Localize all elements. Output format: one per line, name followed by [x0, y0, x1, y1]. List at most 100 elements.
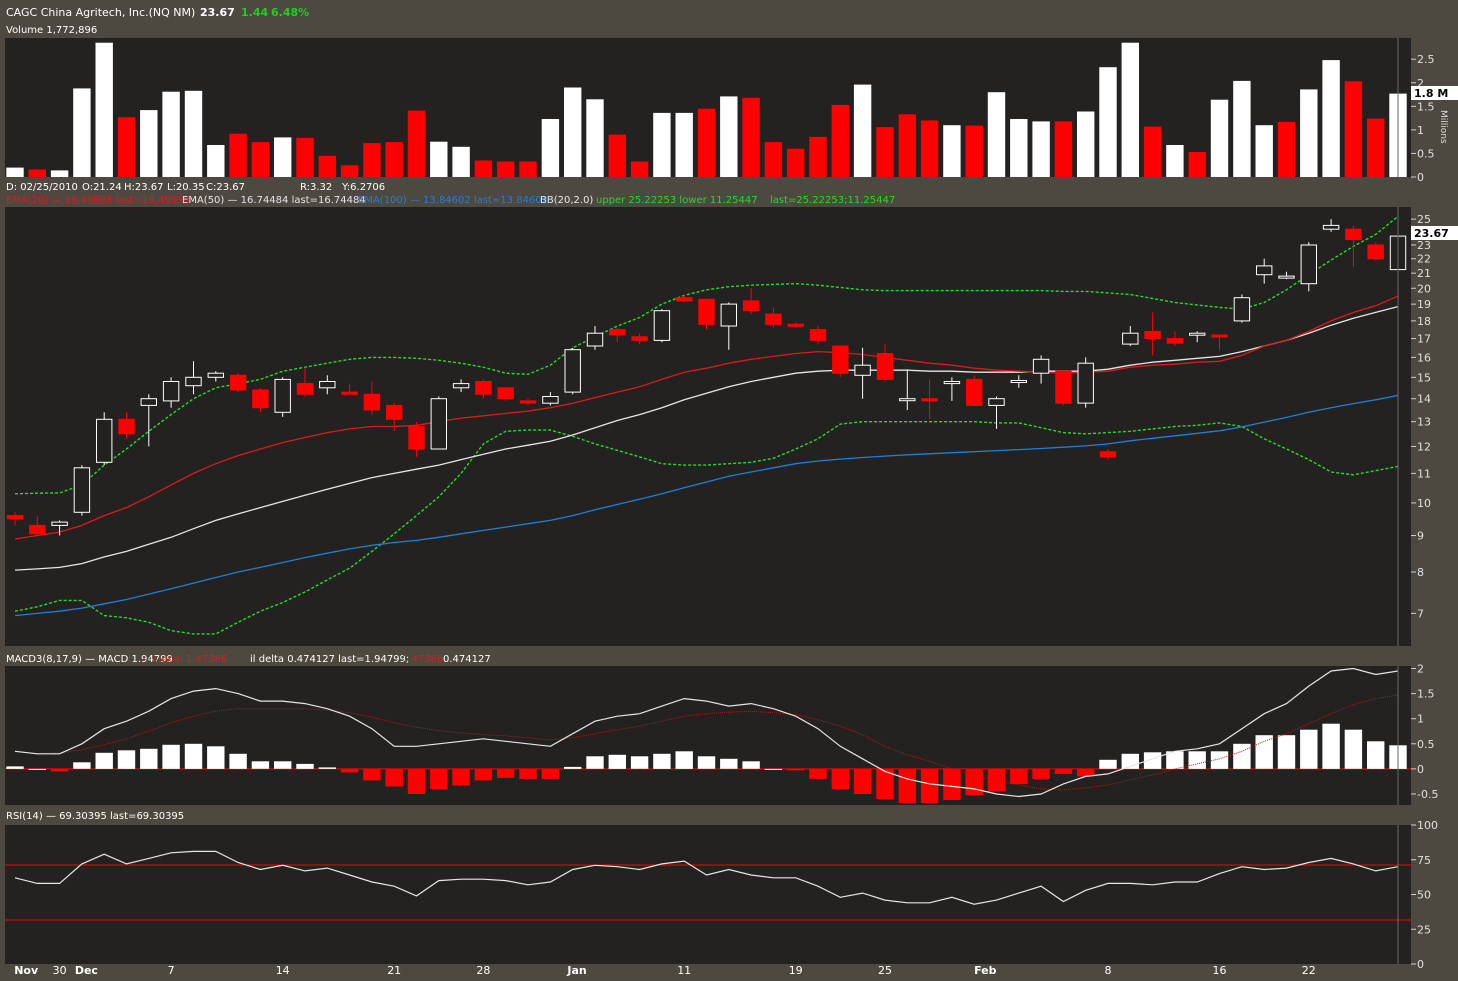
- macd-hist-bar: [943, 768, 961, 800]
- volume-bar: [363, 143, 381, 177]
- ohlc-close: C:23.67: [206, 182, 245, 193]
- volume-bar: [1277, 121, 1296, 177]
- volume-bar: [95, 42, 113, 178]
- volume-bar: [296, 137, 314, 177]
- macd-label: MACD3(8,17,9) — MACD 1.94799: [6, 654, 173, 665]
- candle-body: [185, 376, 202, 387]
- candle-body: [921, 398, 938, 402]
- volume-bar: [140, 110, 158, 177]
- volume-bar: [853, 84, 872, 177]
- volume-bar: [50, 170, 69, 177]
- price-tick-label: 21: [1417, 267, 1431, 280]
- macd-hist-bar: [1099, 759, 1117, 769]
- macd-signal-line: [14, 694, 1399, 791]
- candle-body: [1189, 332, 1206, 336]
- volume-bar: [274, 137, 292, 177]
- candle-body: [1032, 358, 1050, 374]
- volume-bar: [965, 125, 983, 177]
- legend-bb-last: last=25.22253;11.25447: [770, 195, 895, 206]
- volume-bar: [1032, 121, 1050, 177]
- candle-body: [430, 398, 448, 450]
- candle-body: [73, 467, 91, 513]
- volume-unit: Millions: [1438, 110, 1448, 144]
- volume-tick-label: 1.5: [1417, 100, 1435, 113]
- ema20-line: [14, 295, 1399, 540]
- macd-hist-bar: [764, 768, 783, 770]
- candle-body: [1122, 332, 1139, 345]
- volume-bar: [519, 161, 537, 177]
- macd-hist-bar: [117, 750, 136, 769]
- ohlc-readout: D: 02/25/2010 O:21.24 H:23.67 L:20.35 C:…: [6, 182, 385, 193]
- macd-hist-bar: [296, 763, 314, 769]
- candle-body: [1345, 228, 1362, 241]
- rsi-line: [14, 850, 1399, 905]
- candle-body: [296, 383, 314, 395]
- macd-hist-bar: [630, 756, 649, 769]
- volume-bar: [675, 112, 693, 177]
- bb-upper-line: [14, 215, 1399, 495]
- macd-delta-label: il delta 0.474127 last=1.94799;: [250, 654, 409, 665]
- macd-hist-bar: [162, 744, 180, 769]
- candle-body: [1055, 370, 1072, 404]
- macd-hist-bar: [898, 768, 916, 803]
- macd-hist-bar: [340, 768, 359, 773]
- price-tick-label: 10: [1417, 497, 1431, 510]
- date-label: Nov: [14, 964, 39, 977]
- price-tick-label: 11: [1417, 467, 1431, 480]
- ohlc-high: H:23.67: [124, 182, 164, 193]
- volume-bar: [1166, 145, 1184, 177]
- volume-bar: [407, 110, 426, 177]
- candle-body: [720, 303, 737, 327]
- price-panel: [5, 207, 1411, 646]
- volume-bar: [787, 148, 805, 177]
- volume-bar: [541, 119, 560, 177]
- rsi-tick-label: 0: [1417, 958, 1424, 971]
- volume-bar: [987, 92, 1006, 177]
- candle-body: [742, 300, 760, 312]
- volume-last-label: 1.8 M: [1414, 87, 1448, 100]
- candle-body: [1322, 224, 1340, 230]
- macd-hist-bar: [95, 752, 113, 769]
- macd-tick-label: 0.5: [1417, 738, 1435, 751]
- macd-hist-bar: [519, 768, 537, 779]
- macd-hist-bar: [1143, 752, 1162, 769]
- candle-body: [899, 398, 916, 402]
- macd-hist-bar: [1277, 735, 1296, 769]
- price-tick-label: 13: [1417, 416, 1431, 429]
- macd-tick-label: 2: [1417, 663, 1424, 676]
- macd-hist-bar: [140, 748, 158, 769]
- candle-body: [1099, 451, 1117, 458]
- rsi-axis: 100 75 50 25 0: [1411, 819, 1438, 971]
- volume-bar: [876, 127, 894, 177]
- macd-delta-last: 0.474127: [443, 654, 491, 665]
- candle-body: [6, 515, 24, 520]
- date-label: 8: [1105, 964, 1112, 977]
- candle-body: [475, 381, 492, 395]
- price-tick-label: 15: [1417, 371, 1431, 384]
- macd-hist-bar: [787, 768, 805, 771]
- macd-hist-bar: [497, 768, 515, 778]
- macd-signal-last: 1.47386: [402, 654, 443, 665]
- macd-hist-bar: [831, 768, 849, 789]
- price-tick-label: 23: [1417, 239, 1431, 252]
- bb-lower-line: [14, 421, 1399, 635]
- date-label: Dec: [75, 964, 98, 977]
- ohlc-yield: Y:6.2706: [341, 182, 385, 193]
- candle-body: [586, 332, 604, 347]
- legend-ema100: EMA(100) — 13.84602 last=13.84602: [358, 195, 548, 206]
- ohlc-low: L:20.35: [167, 182, 205, 193]
- macd-hist-bar: [675, 751, 693, 769]
- candle-body: [1010, 380, 1027, 383]
- candle-body: [609, 329, 626, 336]
- date-label: 19: [789, 964, 803, 977]
- rsi-main-line: [14, 850, 1399, 905]
- volume-bars: [6, 42, 1407, 178]
- volume-bar: [764, 142, 783, 177]
- candle-body: [676, 297, 693, 302]
- legend-bb-values: upper 25.22253 lower 11.25447: [596, 195, 758, 206]
- macd-signal-label: — signal 1.47386: [140, 654, 227, 665]
- candle-body: [341, 391, 358, 395]
- macd-hist-bar: [229, 753, 247, 769]
- candle-body: [96, 418, 113, 463]
